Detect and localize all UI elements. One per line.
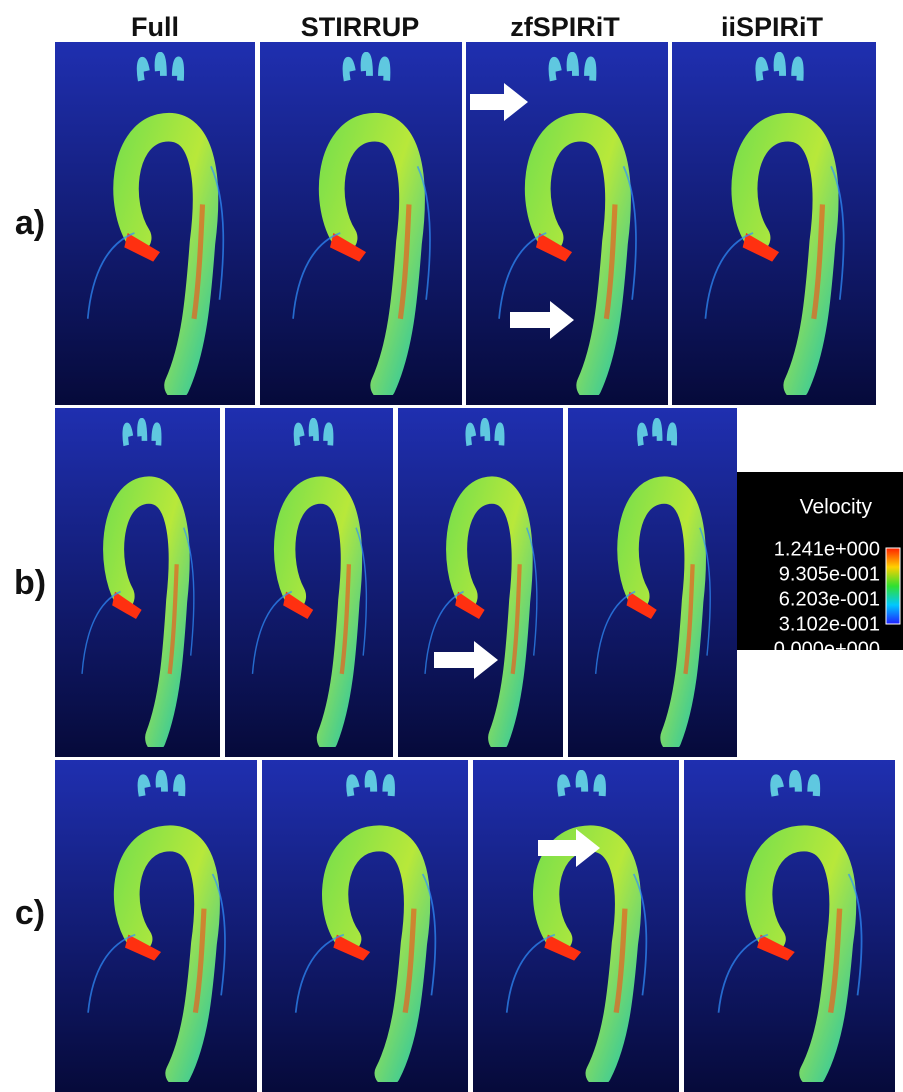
colorbar-label: 3.102e-001	[779, 613, 880, 635]
arrow	[434, 641, 498, 679]
panel	[55, 42, 255, 405]
panel	[398, 408, 563, 757]
colorbar-label: 9.305e-001	[779, 563, 880, 585]
row-label: a)	[15, 204, 45, 242]
colorbar-label: 0.000e+000	[774, 638, 880, 660]
row-label: b)	[14, 564, 46, 602]
panel	[672, 42, 876, 405]
colorbar-scale	[885, 547, 901, 625]
row-label: c)	[15, 894, 45, 932]
arrow	[510, 301, 574, 339]
arrow	[470, 83, 528, 121]
column-header: zfSPIRiT	[510, 12, 620, 42]
colorbar-label: 1.241e+000	[774, 538, 880, 560]
colorbar-label: 6.203e-001	[779, 588, 880, 610]
panel	[262, 760, 468, 1092]
colorbar: Velocity 1.241e+000 9.305e-001 6.203e-00…	[737, 472, 903, 660]
panel	[55, 760, 257, 1092]
panel	[55, 408, 220, 757]
arrows	[434, 83, 600, 867]
column-header: STIRRUP	[301, 12, 420, 42]
column-header: iiSPIRiT	[721, 12, 824, 42]
panel	[473, 760, 679, 1092]
panel	[225, 408, 393, 757]
panel	[568, 408, 737, 757]
colorbar-title: Velocity	[800, 496, 873, 519]
panels	[55, 42, 895, 1092]
arrow	[538, 829, 600, 867]
panel	[260, 42, 462, 405]
colorbar-box	[737, 472, 903, 650]
panel	[684, 760, 895, 1092]
column-header: Full	[131, 12, 179, 42]
